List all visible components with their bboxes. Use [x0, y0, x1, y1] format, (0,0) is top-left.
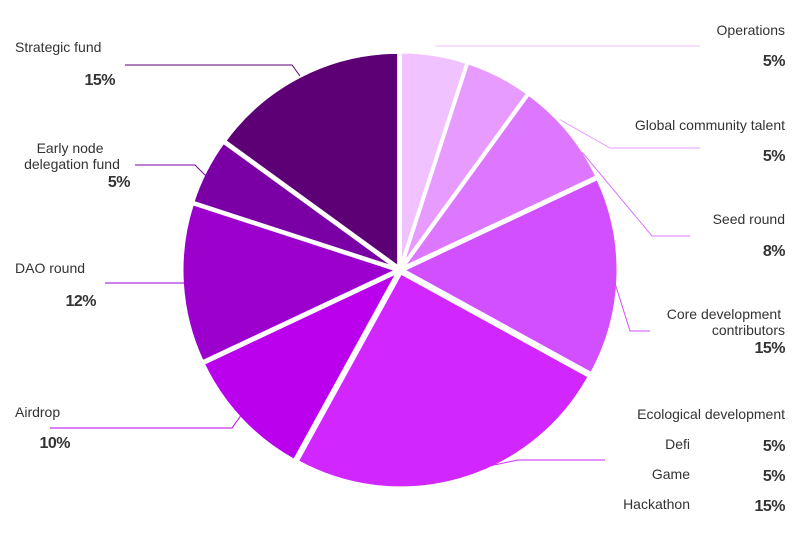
leader-line	[50, 413, 243, 429]
pie-slice	[201, 270, 400, 462]
part-value-label: 5%	[763, 468, 785, 485]
slice-label: Operations	[717, 22, 785, 38]
pie-slice	[180, 202, 399, 364]
part-value-label: 15%	[754, 498, 785, 515]
leader-line	[613, 279, 650, 332]
slice-value-label: 10%	[39, 435, 70, 452]
slice-label: DAO round	[15, 260, 85, 276]
part-label: Defi	[665, 436, 690, 452]
part-label: Game	[652, 466, 690, 482]
slice-label: Early node delegation fund	[24, 140, 120, 172]
pie-slice	[401, 177, 620, 376]
leader-line	[469, 459, 605, 471]
slice-value-label: 15%	[754, 340, 785, 357]
slice-label: Seed round	[713, 211, 785, 227]
part-value-label: 5%	[763, 438, 785, 455]
slice-label: Global community talent	[635, 117, 785, 133]
pie-slice	[400, 92, 599, 270]
part-label: Hackathon	[623, 496, 690, 512]
slice-value-label: 5%	[763, 53, 785, 70]
slice-value-label: 12%	[65, 293, 96, 310]
slice-value-label: 5%	[763, 148, 785, 165]
slice-value-label: 8%	[763, 243, 785, 260]
pie-slice	[223, 50, 401, 269]
slice-label: Ecological development	[637, 406, 785, 422]
leader-line	[581, 151, 690, 237]
slice-value-label: 15%	[84, 72, 115, 89]
leader-line	[135, 164, 209, 179]
slice-label: Core development contributors	[667, 306, 785, 338]
pie-slice	[295, 271, 591, 490]
slice-value-label: 5%	[108, 174, 130, 191]
slice-label: Strategic fund	[15, 39, 101, 55]
leader-line	[125, 64, 301, 77]
pie-slice	[191, 140, 399, 271]
slice-label: Airdrop	[15, 404, 60, 420]
